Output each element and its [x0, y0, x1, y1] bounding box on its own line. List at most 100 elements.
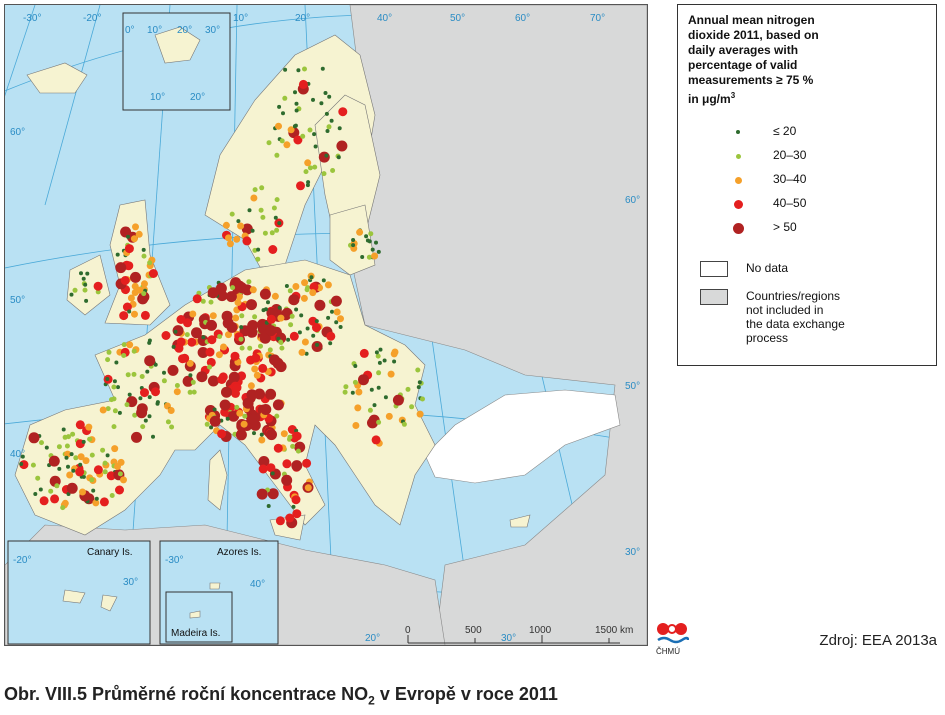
- station-dot: [392, 394, 404, 406]
- station-dot: [85, 423, 93, 431]
- legend-class-label: 40–50: [773, 196, 807, 210]
- station-dot: [189, 310, 197, 318]
- scale-tick: 1000: [529, 625, 552, 636]
- station-dot: [271, 292, 279, 300]
- station-dot: [187, 389, 193, 395]
- station-dot: [314, 299, 326, 311]
- station-dot: [275, 122, 282, 130]
- station-dot: [258, 456, 270, 467]
- station-dot: [105, 357, 111, 363]
- station-dot: [266, 300, 270, 305]
- scale-bar: 0 500 1000 1500 km 20° 30°: [365, 625, 633, 644]
- station-dot: [311, 333, 316, 338]
- station-dot: [207, 364, 212, 370]
- station-dot: [382, 358, 387, 363]
- inset-deg: 0°: [125, 25, 135, 36]
- station-dot: [284, 284, 289, 288]
- legend-class: ≤ 20: [678, 123, 938, 141]
- station-dot: [262, 230, 268, 236]
- station-dot: [295, 448, 301, 454]
- station-dot: [241, 223, 253, 235]
- station-dot: [338, 107, 348, 117]
- station-dot: [132, 223, 139, 231]
- station-dot: [140, 388, 149, 398]
- station-dot: [312, 323, 321, 333]
- canary-inset: Canary Is. -20° 30°: [7, 540, 151, 645]
- station-dot: [192, 294, 202, 304]
- lat-label: 40°: [10, 449, 25, 460]
- station-dot: [330, 295, 342, 307]
- station-dot: [266, 314, 276, 324]
- station-dot: [89, 477, 95, 483]
- station-dot: [269, 230, 275, 236]
- station-dot: [366, 254, 372, 260]
- station-dot: [246, 279, 252, 285]
- station-dot: [125, 372, 131, 378]
- station-dot: [186, 359, 194, 367]
- station-dot: [312, 132, 317, 137]
- station-dot: [105, 377, 110, 381]
- station-dot: [275, 332, 287, 344]
- ireland: [66, 254, 111, 316]
- station-dot: [225, 331, 232, 339]
- station-dot: [155, 400, 160, 405]
- station-dot: [62, 434, 68, 440]
- map-legend: Annual mean nitrogen dioxide 2011, based…: [677, 4, 937, 366]
- station-dot: [259, 185, 265, 191]
- station-dot: [275, 516, 285, 526]
- station-dot: [50, 494, 60, 504]
- station-dot: [200, 298, 206, 304]
- station-dot: [167, 364, 179, 376]
- logo-text: ČHMÚ: [656, 647, 680, 656]
- station-dot: [135, 230, 143, 238]
- station-dot: [307, 127, 313, 133]
- inset-deg: 40°: [250, 579, 265, 590]
- station-dot: [215, 351, 223, 359]
- legend-title: Annual mean nitrogen dioxide 2011, based…: [688, 13, 863, 107]
- finland: [314, 94, 381, 241]
- station-dot: [420, 396, 425, 402]
- station-dot: [153, 362, 158, 367]
- station-dot: [336, 155, 341, 160]
- legend-class-label: ≤ 20: [773, 124, 797, 138]
- stations-layer: [19, 66, 425, 529]
- station-dot: [83, 282, 88, 287]
- station-dot: [351, 238, 356, 242]
- station-dot: [109, 493, 115, 498]
- station-dot: [292, 124, 297, 129]
- station-dot: [81, 276, 86, 281]
- station-dot: [315, 342, 319, 347]
- station-dot: [174, 383, 180, 388]
- station-dot: [82, 457, 90, 465]
- station-dot: [105, 406, 111, 412]
- lon-label: 70°: [590, 13, 605, 24]
- station-dot: [265, 388, 277, 400]
- figure-caption: Obr. VIII.5 Průměrné roční koncentrace N…: [4, 684, 558, 708]
- station-dot: [312, 164, 318, 170]
- station-dot: [323, 91, 328, 95]
- station-dot: [302, 458, 312, 468]
- station-dot: [209, 415, 221, 427]
- station-dot: [229, 211, 235, 217]
- station-dot: [139, 374, 145, 379]
- station-dot: [69, 292, 74, 297]
- station-dot: [252, 247, 258, 253]
- station-dot: [64, 455, 69, 460]
- station-dot: [294, 307, 299, 312]
- station-dot: [39, 440, 44, 446]
- station-dot: [147, 414, 152, 419]
- station-dot: [266, 504, 271, 508]
- station-dot: [66, 464, 70, 469]
- station-dot: [258, 363, 268, 373]
- station-dot: [217, 334, 223, 339]
- station-dot: [405, 386, 411, 392]
- station-dot: [112, 379, 117, 384]
- station-dot: [274, 227, 280, 233]
- station-dot: [84, 298, 89, 303]
- station-dot: [239, 345, 245, 351]
- station-dot: [94, 496, 99, 501]
- station-dot: [190, 379, 196, 385]
- station-dot: [115, 262, 127, 274]
- station-dot: [81, 439, 86, 444]
- station-dot: [165, 419, 171, 425]
